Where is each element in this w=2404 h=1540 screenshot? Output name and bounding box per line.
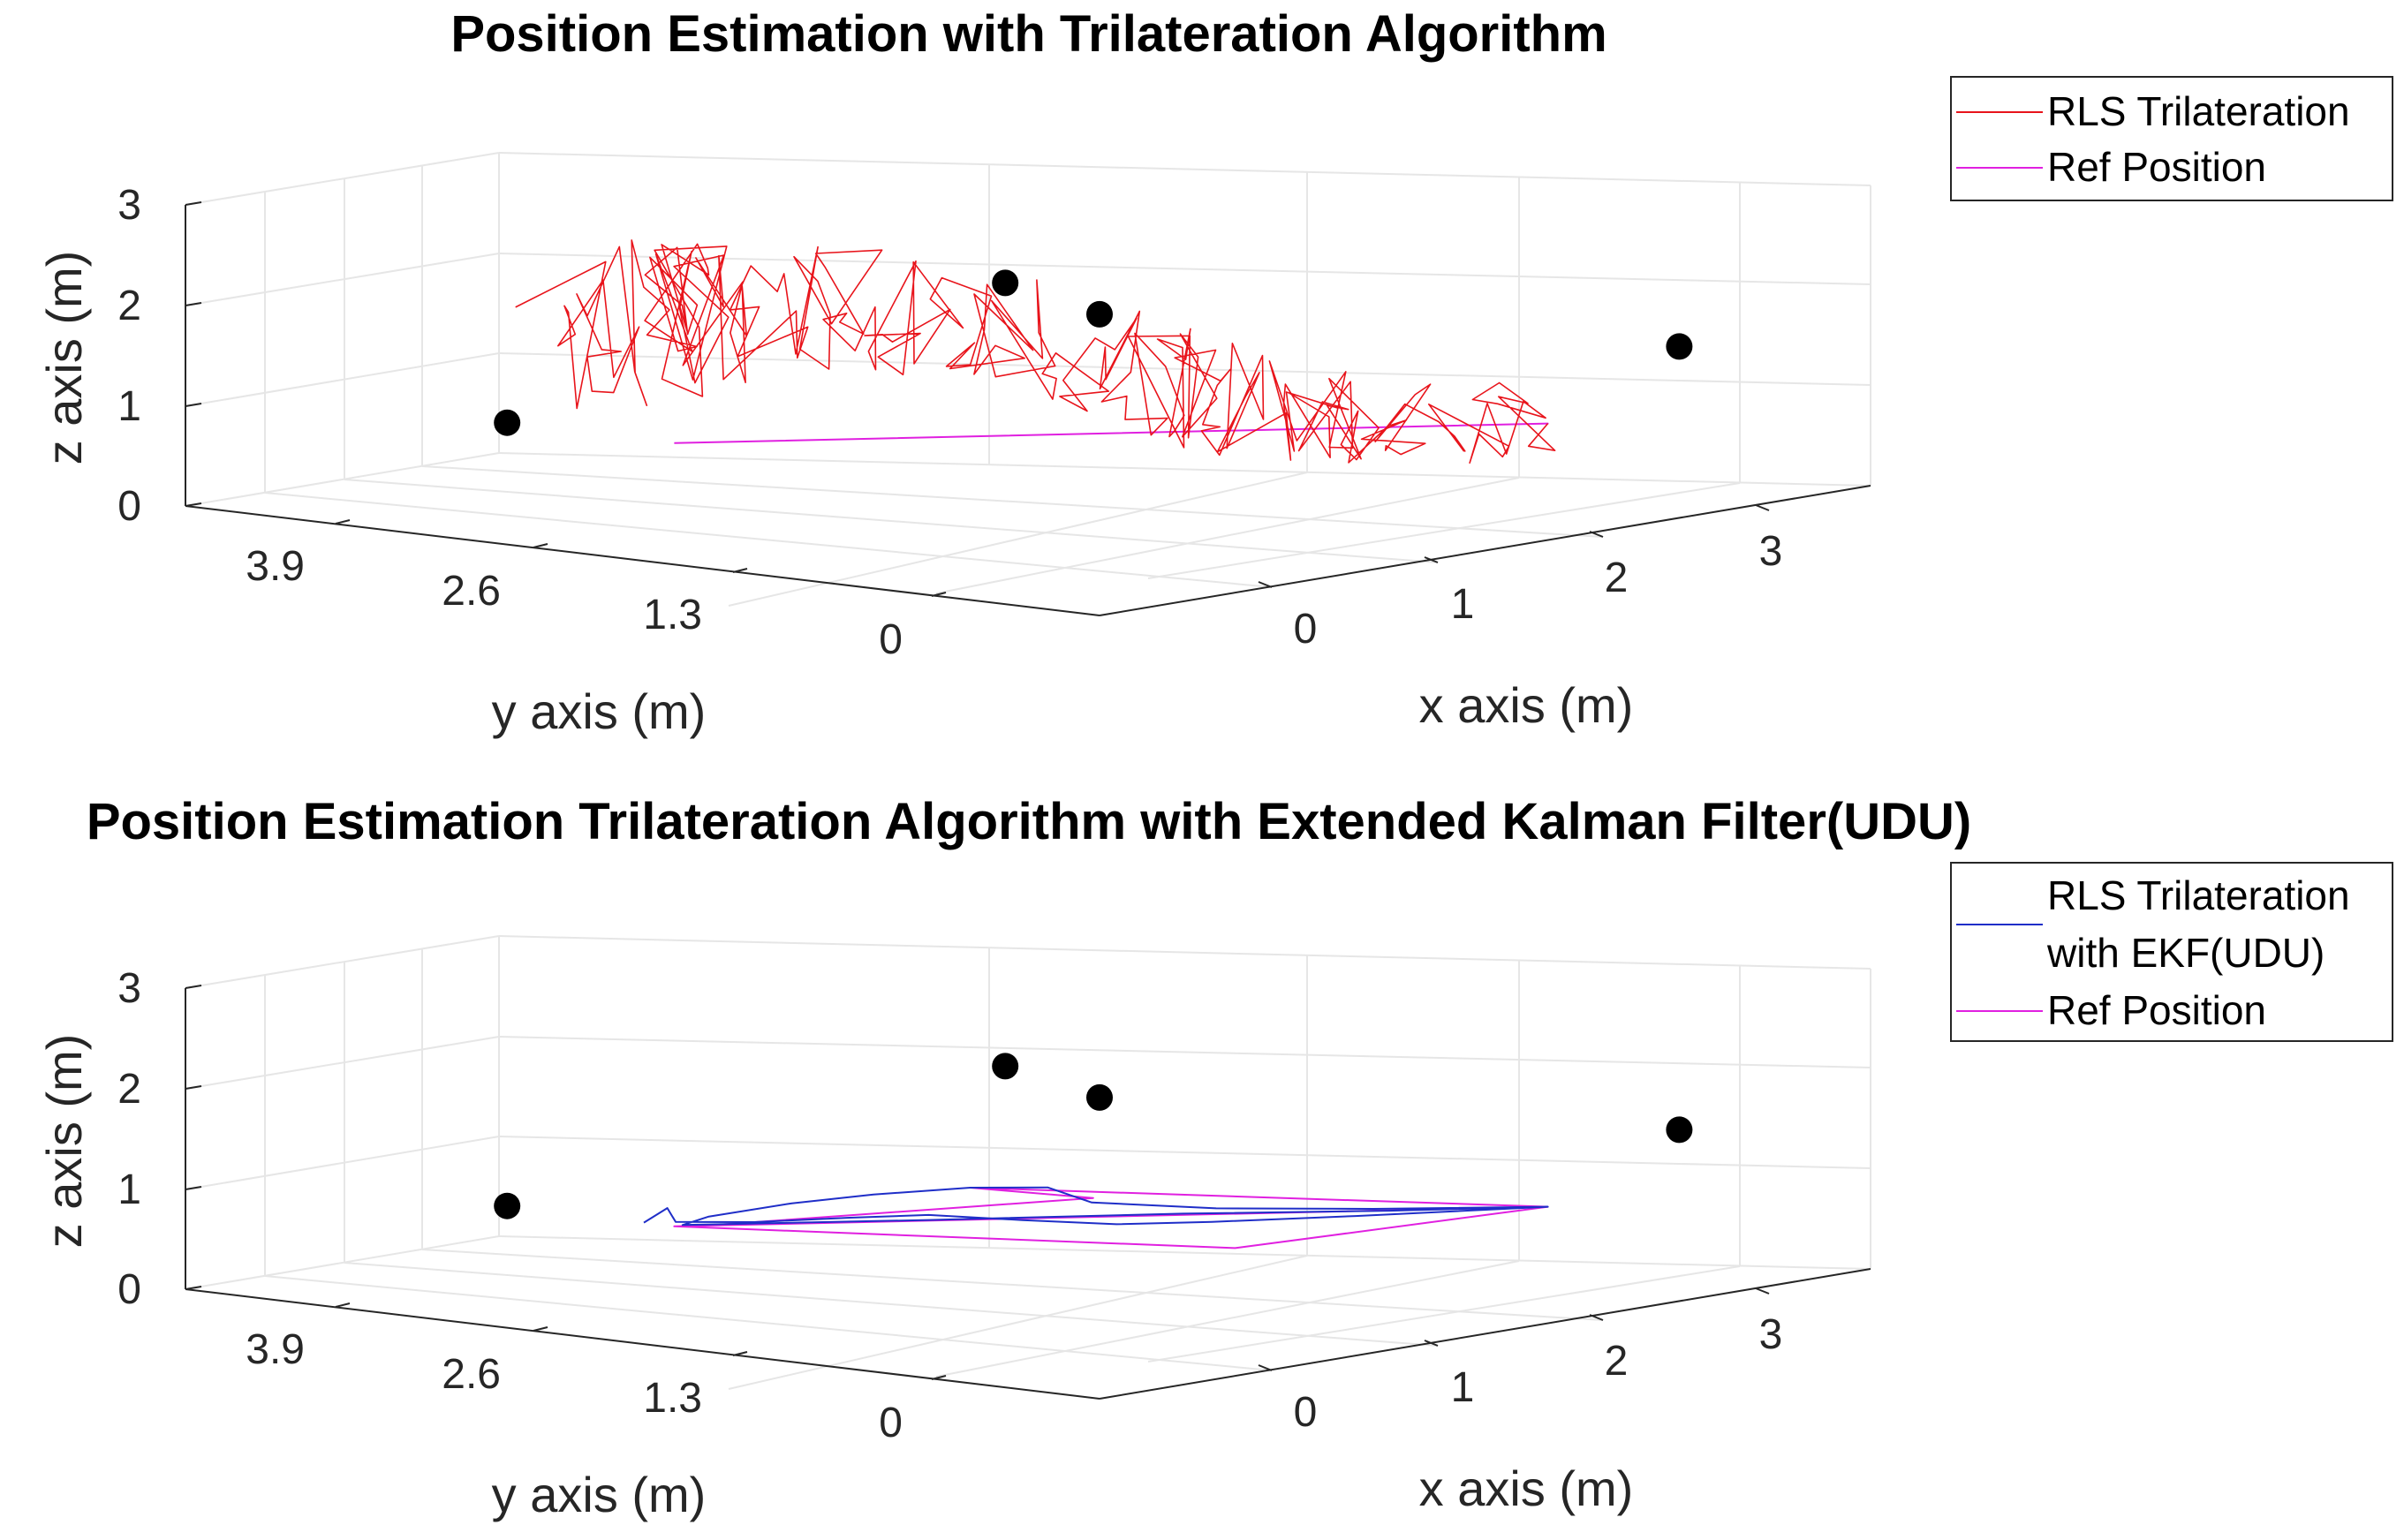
- x-tick-label: 3: [1759, 1311, 1783, 1358]
- y-tick-label: 3.9: [246, 1326, 305, 1373]
- plot-area: [494, 1053, 1693, 1249]
- y-tick-label: 1.3: [643, 592, 702, 638]
- z-tick-label: 3: [117, 182, 141, 229]
- rls-ekf-line: [643, 1186, 1549, 1227]
- x-axis-label: x axis (m): [1419, 1461, 1634, 1516]
- anchor-point: [1666, 1116, 1693, 1144]
- y-ticks: 3.9 2.6 1.3 0: [246, 1302, 947, 1446]
- back-grid: [185, 935, 1871, 1390]
- anchor-point: [1086, 1083, 1113, 1111]
- ref-position-line: [674, 422, 1549, 444]
- z-ticks: 0 1 2 3: [117, 965, 202, 1313]
- ref-position-line: [673, 1187, 1549, 1249]
- x-tick-label: 2: [1605, 1338, 1629, 1385]
- anchor-point: [992, 1053, 1019, 1080]
- x-axis-label: x axis (m): [1419, 677, 1634, 733]
- y-axis-label: y axis (m): [492, 683, 707, 739]
- z-tick-label: 3: [117, 965, 141, 1012]
- z-tick-label: 2: [117, 1066, 141, 1113]
- back-grid: [185, 152, 1871, 607]
- anchor-point: [494, 1192, 521, 1219]
- legend: RLS Trilateration with EKF(UDU) Ref Posi…: [1950, 862, 2393, 1042]
- x-ticks: 0 1 2 3: [1258, 1287, 1783, 1436]
- axes: [185, 988, 1871, 1400]
- panel-2: Position Estimation Trilateration Algori…: [36, 793, 2393, 1522]
- z-tick-label: 1: [117, 1166, 141, 1213]
- y-tick-label: 0: [879, 1400, 903, 1446]
- y-ticks: 3.9 2.6 1.3 0: [246, 519, 947, 663]
- anchor-point: [494, 409, 521, 436]
- z-axis-label: z axis (m): [36, 1034, 92, 1249]
- legend-label: RLS Trilateration: [2047, 872, 2350, 918]
- x-tick-label: 2: [1605, 555, 1629, 601]
- z-tick-label: 0: [117, 483, 141, 530]
- legend-label: Ref Position: [2047, 987, 2266, 1033]
- legend: RLS Trilateration Ref Position: [1950, 76, 2393, 201]
- x-tick-label: 3: [1759, 528, 1783, 575]
- y-tick-label: 0: [879, 616, 903, 663]
- z-ticks: 0 1 2 3: [117, 182, 202, 530]
- x-tick-label: 1: [1451, 581, 1475, 628]
- z-tick-label: 0: [117, 1266, 141, 1313]
- legend-box: [1950, 76, 2393, 201]
- panel-1: Position Estimation with Trilateration A…: [36, 5, 2393, 739]
- y-axis-label: y axis (m): [492, 1467, 707, 1522]
- x-tick-label: 0: [1294, 1389, 1318, 1436]
- y-tick-label: 3.9: [246, 543, 305, 590]
- z-tick-label: 2: [117, 283, 141, 329]
- x-tick-label: 0: [1294, 606, 1318, 653]
- y-tick-label: 1.3: [643, 1375, 702, 1422]
- y-tick-label: 2.6: [442, 1351, 501, 1398]
- anchor-point: [1666, 333, 1693, 360]
- chart-title: Position Estimation Trilateration Algori…: [87, 793, 1971, 850]
- legend-label: with EKF(UDU): [2046, 930, 2325, 976]
- legend-label: RLS Trilateration: [2047, 88, 2350, 134]
- plot-area: [494, 239, 1693, 464]
- z-axis-label: z axis (m): [36, 251, 92, 465]
- legend-label: Ref Position: [2047, 144, 2266, 190]
- x-tick-label: 1: [1451, 1364, 1475, 1411]
- anchor-point: [992, 269, 1019, 297]
- x-ticks: 0 1 2 3: [1258, 504, 1783, 653]
- anchor-point: [1086, 300, 1113, 328]
- z-tick-label: 1: [117, 383, 141, 430]
- rls-trilateration-line: [515, 239, 1556, 464]
- chart-title: Position Estimation with Trilateration A…: [450, 5, 1606, 63]
- axes: [185, 205, 1871, 616]
- y-tick-label: 2.6: [442, 568, 501, 615]
